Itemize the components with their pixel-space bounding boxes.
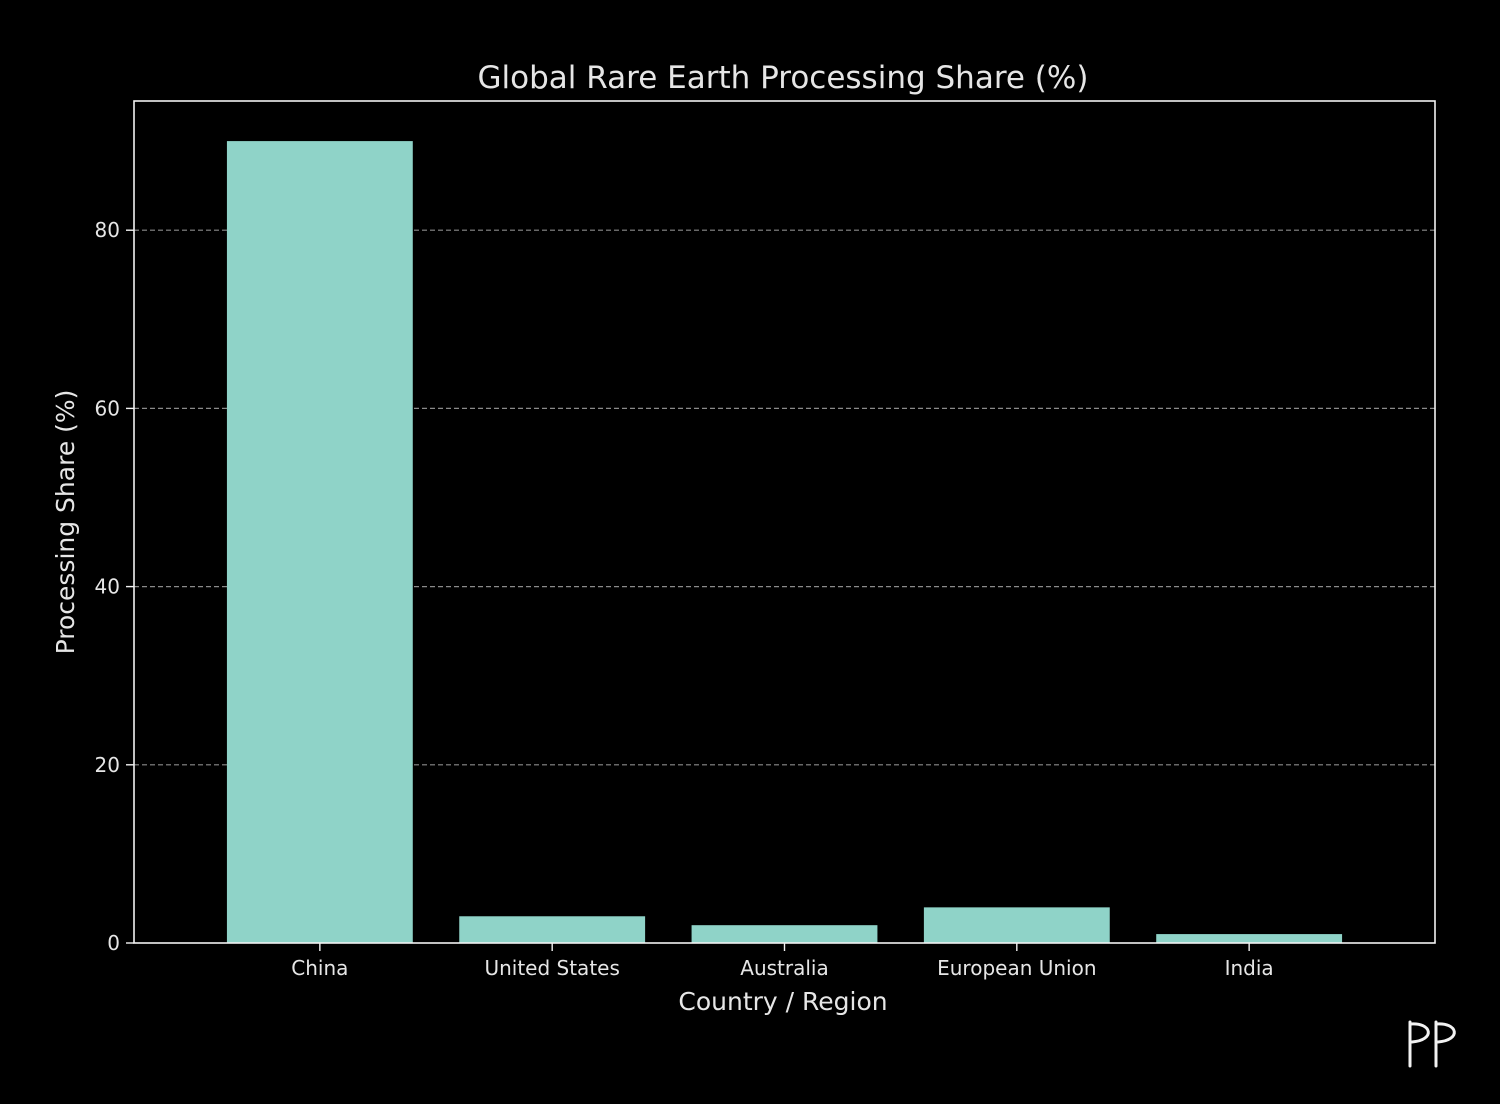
axis-ticks: 0 20 40 60 80 China United States Australia Euro… <box>95 218 1274 980</box>
bar-united-states <box>459 916 646 943</box>
x-tick-label: United States <box>484 956 619 980</box>
x-tick-label: India <box>1225 956 1274 980</box>
bar-china <box>226 141 413 944</box>
bars <box>226 141 1343 944</box>
y-tick-label: 60 <box>95 396 120 420</box>
y-axis-label: Processing Share (%) <box>51 390 80 655</box>
brand-logo <box>1408 1020 1456 1068</box>
y-tick-label: 40 <box>95 575 120 599</box>
bar-india <box>1156 934 1343 943</box>
bar-european-union <box>923 907 1110 943</box>
x-axis-label: Country / Region <box>678 987 887 1016</box>
y-tick-label: 80 <box>95 218 120 242</box>
bar-australia <box>691 925 878 943</box>
y-tick-label: 20 <box>95 753 120 777</box>
x-tick-label: Australia <box>740 956 828 980</box>
x-tick-label: European Union <box>937 956 1096 980</box>
y-tick-label: 0 <box>107 931 120 955</box>
chart-title: Global Rare Earth Processing Share (%) <box>478 60 1089 96</box>
x-tick-label: China <box>291 956 348 980</box>
